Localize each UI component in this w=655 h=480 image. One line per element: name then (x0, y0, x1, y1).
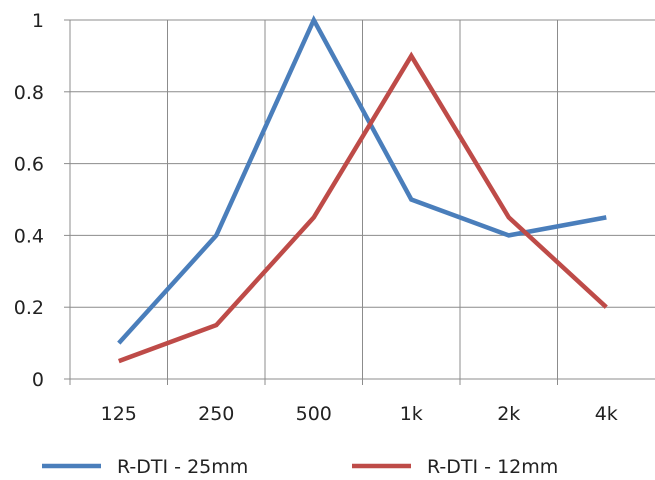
y-tick-label: 0 (32, 369, 44, 391)
x-tick-labels: 125 250 500 1k 2k 4k (101, 403, 618, 425)
x-tick-label: 2k (497, 403, 520, 425)
y-tick-label: 1 (32, 10, 44, 32)
legend: R-DTI - 25mm R-DTI - 12mm (42, 456, 558, 478)
gridlines (70, 19, 655, 385)
y-tick-label: 0.8 (14, 82, 44, 104)
y-tick-label: 0.2 (14, 297, 44, 319)
x-tick-label: 250 (198, 403, 234, 425)
y-tick-label: 0.6 (14, 154, 44, 176)
series-line-2 (118, 51, 608, 364)
axes (64, 19, 655, 385)
x-tick-label: 500 (296, 403, 332, 425)
x-tick-label: 1k (400, 403, 423, 425)
legend-label: R-DTI - 25mm (117, 456, 248, 478)
y-tick-labels: 0 0.2 0.4 0.6 0.8 1 (14, 10, 44, 391)
x-tick-label: 4k (595, 403, 618, 425)
y-tick-label: 0.4 (14, 225, 44, 247)
x-tick-label: 125 (101, 403, 137, 425)
series-lines (117, 14, 608, 364)
legend-label: R-DTI - 12mm (427, 456, 558, 478)
